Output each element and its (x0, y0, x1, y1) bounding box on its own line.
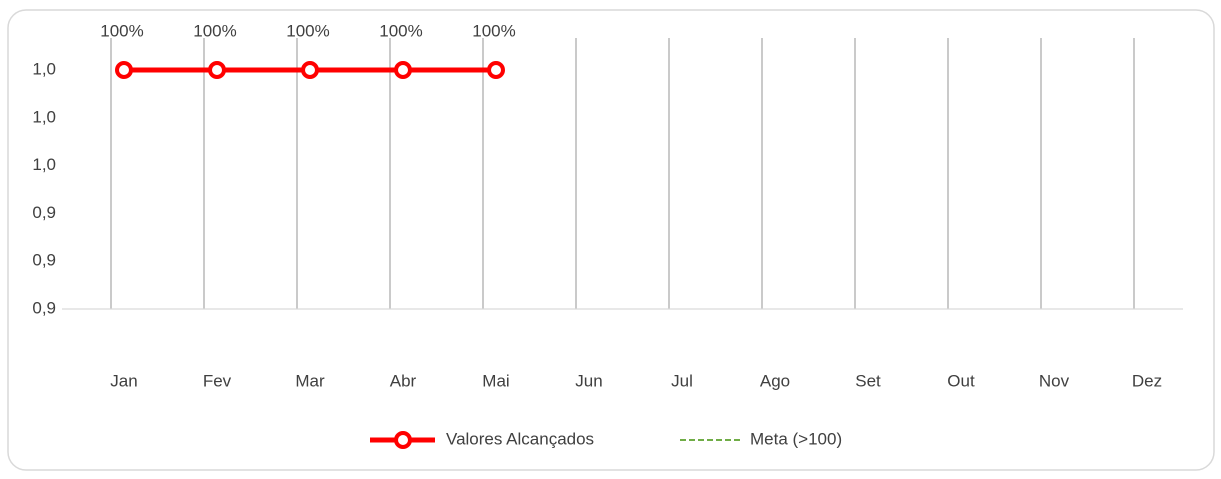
x-tick-label: Abr (390, 371, 417, 390)
x-tick-label: Mai (482, 371, 509, 390)
point-marker (115, 61, 133, 79)
legend-label: Meta (>100) (750, 429, 842, 448)
legend-marker (394, 431, 412, 449)
point-marker (208, 61, 226, 79)
x-tick-label: Fev (203, 371, 232, 390)
chart-border (7, 9, 1215, 471)
legend-label: Valores Alcançados (446, 429, 594, 448)
x-tick-label: Jan (110, 371, 137, 390)
x-tick-label: Dez (1132, 371, 1162, 390)
data-label: 100% (193, 21, 236, 40)
y-tick-label: 1,0 (32, 155, 56, 174)
y-tick-label: 0,9 (32, 298, 56, 317)
data-label: 100% (286, 21, 329, 40)
point-marker (487, 61, 505, 79)
data-label: 100% (100, 21, 143, 40)
y-tick-label: 0,9 (32, 203, 56, 222)
x-tick-label: Jul (671, 371, 693, 390)
x-tick-label: Mar (295, 371, 325, 390)
x-tick-label: Set (855, 371, 881, 390)
point-marker (301, 61, 319, 79)
y-tick-label: 1,0 (32, 59, 56, 78)
data-label: 100% (472, 21, 515, 40)
y-tick-label: 1,0 (32, 107, 56, 126)
data-label: 100% (379, 21, 422, 40)
x-tick-label: Nov (1039, 371, 1070, 390)
x-tick-label: Out (947, 371, 975, 390)
point-marker (394, 61, 412, 79)
y-tick-label: 0,9 (32, 251, 56, 270)
x-tick-label: Ago (760, 371, 790, 390)
x-tick-label: Jun (575, 371, 602, 390)
